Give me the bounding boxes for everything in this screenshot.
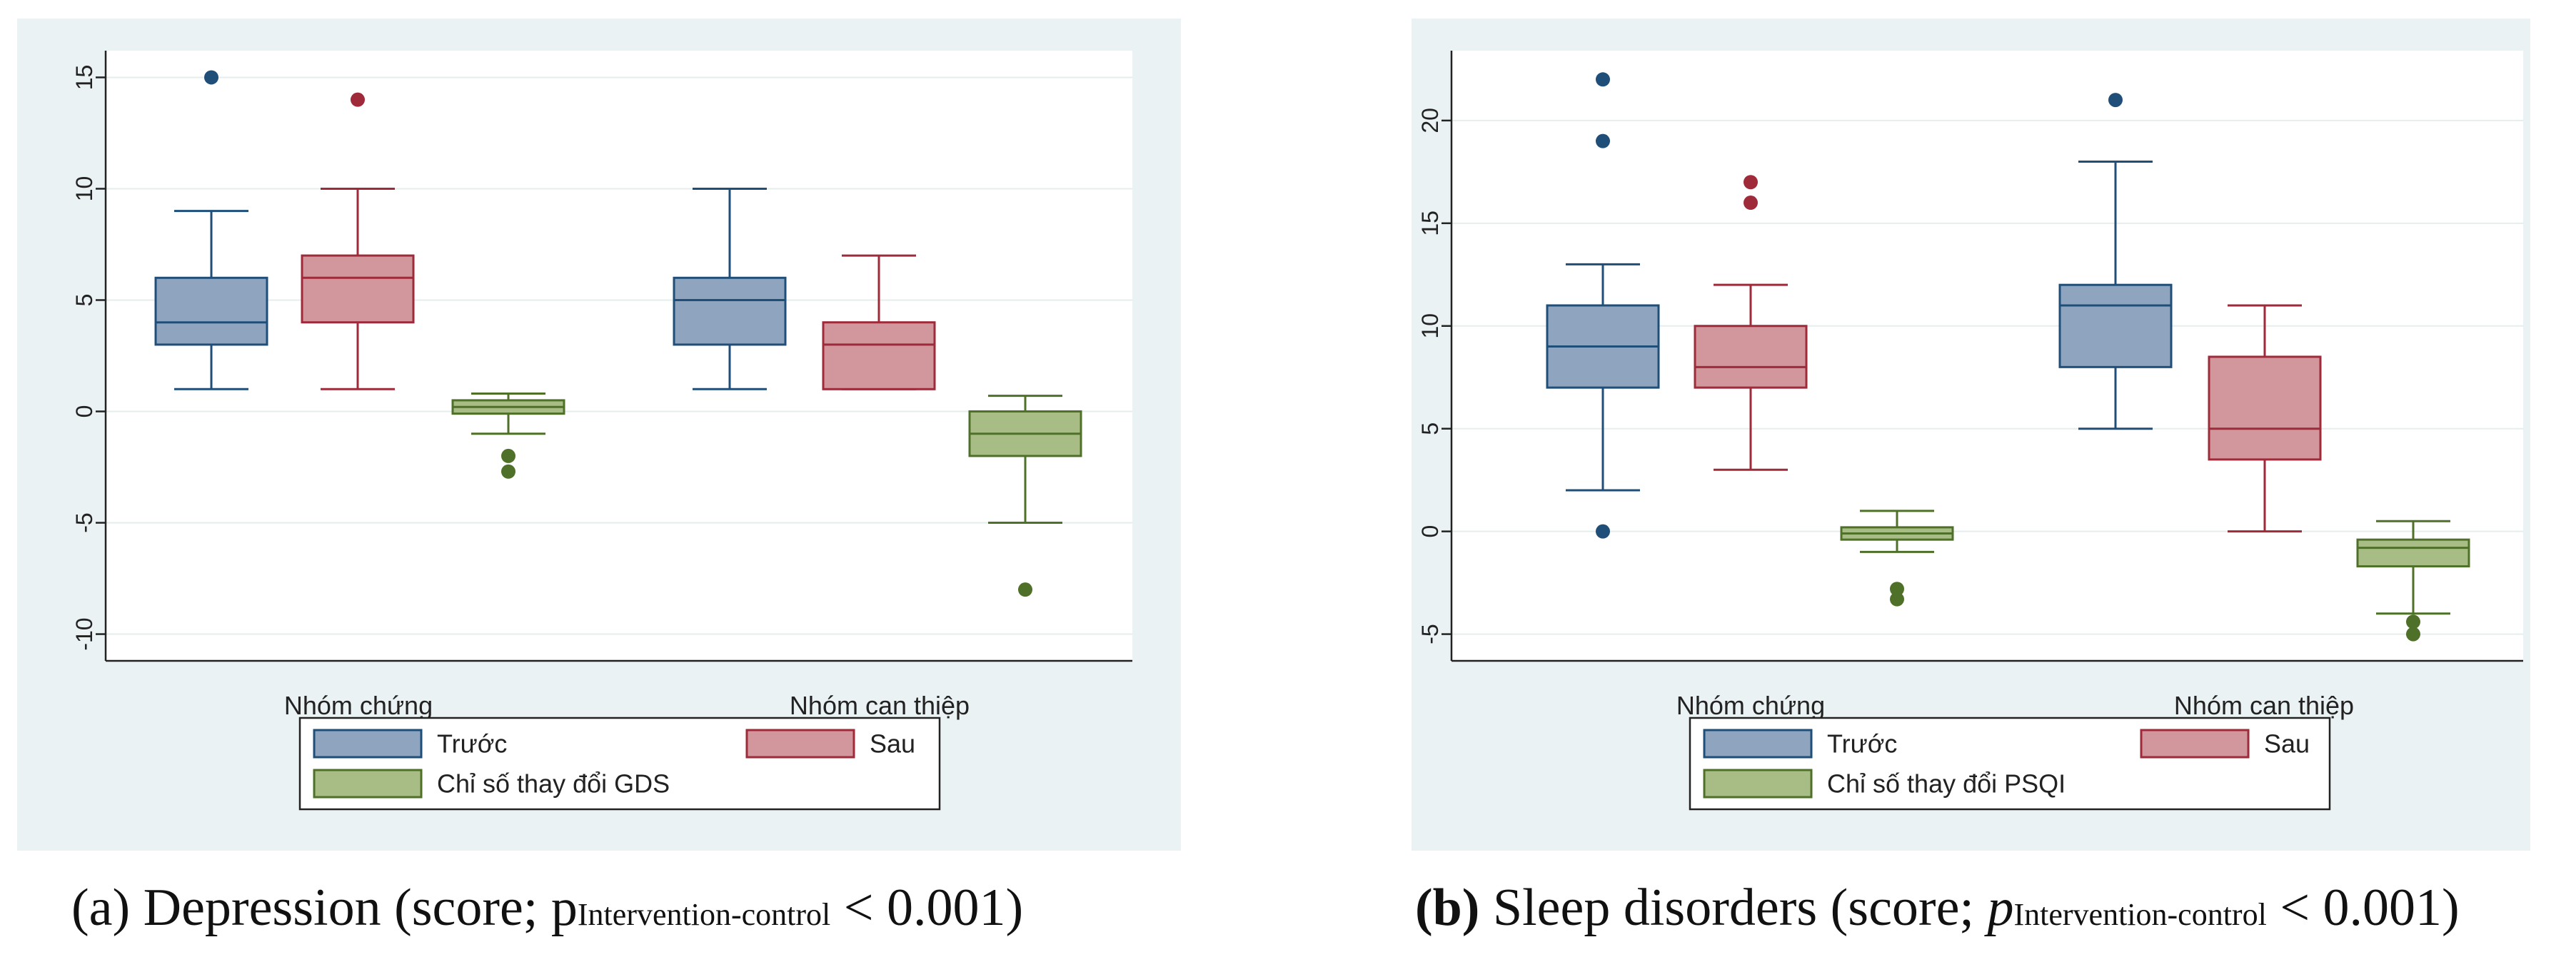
caption-tail: < 0.001) <box>830 879 1024 937</box>
y-tick-label: -10 <box>71 617 97 650</box>
outlier-point <box>351 92 365 107</box>
legend-swatch <box>1703 769 1813 799</box>
box-2-1 <box>968 395 1082 597</box>
caption-p: p <box>1987 879 2014 937</box>
x-category-label: Nhóm can thiệp <box>2174 691 2354 720</box>
y-tick-label: 10 <box>1417 313 1443 339</box>
outlier-point <box>1596 133 1610 148</box>
y-tick-label: 5 <box>71 294 97 307</box>
x-category-label: Nhóm chứng <box>284 691 433 720</box>
outlier-point <box>1744 196 1758 211</box>
caption-depression: (a) Depression (score; pIntervention-con… <box>71 872 1023 943</box>
box-1-1 <box>2208 304 2322 533</box>
box-iqr <box>2208 355 2322 461</box>
box-iqr <box>154 276 268 346</box>
y-tick-label: 20 <box>1417 108 1443 133</box>
box-0-1 <box>2058 93 2173 430</box>
plot-area <box>106 51 1132 661</box>
box-0-0 <box>154 70 268 390</box>
outlier-point <box>1596 72 1610 87</box>
legend-label: Sau <box>2264 729 2310 759</box>
caption-text: Sleep disorders (score; <box>1479 879 1988 937</box>
outlier-point <box>501 464 515 479</box>
legend-swatch <box>313 729 423 759</box>
x-category-label: Nhóm can thiệp <box>790 691 970 720</box>
legend-swatch <box>313 769 423 799</box>
caption-text: Depression (score; <box>143 879 551 937</box>
box-iqr <box>1694 325 1808 389</box>
box-2-0 <box>451 393 565 479</box>
box-1-0 <box>301 92 415 390</box>
outlier-point <box>2406 627 2420 642</box>
box-iqr <box>301 254 415 324</box>
box-iqr <box>822 321 936 390</box>
caption-tail: < 0.001) <box>2266 879 2460 937</box>
legend-label: Sau <box>870 729 915 759</box>
outlier-point <box>501 448 515 463</box>
box-1-1 <box>822 254 936 390</box>
outlier-point <box>1890 582 1904 597</box>
legend-label: Chỉ số thay đổi GDS <box>437 769 670 799</box>
legend-label: Trước <box>1827 729 1897 759</box>
x-category-label: Nhóm chứng <box>1676 691 1825 720</box>
caption-subscript: Intervention-control <box>577 897 831 932</box>
box-iqr <box>673 276 787 346</box>
outlier-point <box>1596 524 1610 539</box>
panel-b-sleep: -5 0 5 10 15 20 Nhóm chứng Nhóm can thiệp Trước S… <box>1412 19 2530 851</box>
outlier-point <box>2108 93 2123 108</box>
sleep-boxplot: -5 0 5 10 15 20 Nhóm chứng Nhóm can thiệp Trước S… <box>1417 51 2523 811</box>
y-tick-label: 15 <box>71 65 97 91</box>
caption-sleep: (b) Sleep disorders (score; pInterventio… <box>1415 872 2460 943</box>
y-tick-label: 10 <box>71 176 97 202</box>
depression-boxplot: -10 -5 0 5 10 15 Nhóm chứng Nhóm can thiệp Trước… <box>71 51 1132 811</box>
box-iqr <box>2058 283 2173 368</box>
box-2-1 <box>2356 520 2470 642</box>
caption-label: (b) <box>1415 879 1480 937</box>
outlier-point <box>204 70 218 85</box>
box-iqr <box>2356 538 2470 568</box>
caption-subscript: Intervention-control <box>2013 897 2267 932</box>
outlier-point <box>2406 614 2420 629</box>
panel-a-depression: -10 -5 0 5 10 15 Nhóm chứng Nhóm can thiệp Trước… <box>17 19 1181 851</box>
legend-swatch <box>745 729 855 759</box>
y-tick-label: 15 <box>1417 211 1443 236</box>
box-0-0 <box>1546 72 1660 539</box>
legend-label: Trước <box>437 729 507 759</box>
outlier-point <box>1744 175 1758 190</box>
y-tick-label: 0 <box>1417 525 1443 538</box>
legend-label: Chỉ số thay đổi PSQI <box>1827 769 2066 799</box>
legend-swatch <box>2140 729 2250 759</box>
outlier-point <box>1018 582 1032 597</box>
box-0-1 <box>673 187 787 390</box>
y-tick-label: -5 <box>1417 624 1443 644</box>
caption-label: (a) <box>71 879 131 937</box>
y-tick-label: -5 <box>71 512 97 532</box>
box-1-0 <box>1694 175 1808 471</box>
box-2-0 <box>1840 510 1954 607</box>
legend-swatch <box>1703 729 1813 759</box>
outlier-point <box>1890 592 1904 607</box>
y-tick-label: 0 <box>71 405 97 418</box>
caption-p: p <box>550 879 578 937</box>
y-tick-label: 5 <box>1417 422 1443 435</box>
